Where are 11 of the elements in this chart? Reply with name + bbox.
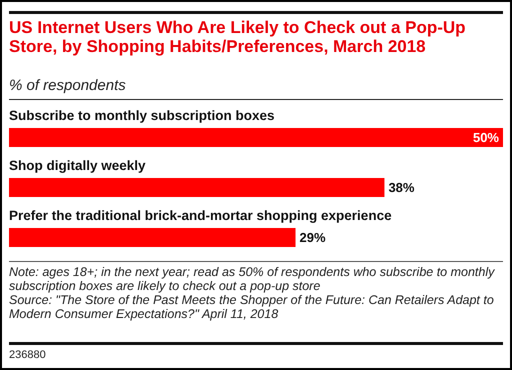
data-label: 38% [388,180,415,195]
chart-subtitle: % of respondents [9,77,126,94]
y-tick-label: Subscribe to monthly subscription boxes [9,108,275,123]
y-tick-label: Shop digitally weekly [9,158,146,173]
text: 236880 [9,349,46,361]
y-tick-label: Prefer the traditional brick-and-mortar shopping experience [9,208,392,223]
data-label: 29% [300,230,326,245]
chart-title: US Internet Users Who Are Likely to Check out a Pop-Up Store, by Shopping Habits/Preferences, March 2018 [9,18,467,56]
data-label: 50% [472,130,500,145]
text: Note: ages 18+; in the next year; read as 50% of respondents who subscribe to monthly subscription boxes are likely to check out a pop-up store [9,265,496,293]
source-note: Source: "The Store of the Past Meets the Shopper of the Future: Can Retailers Adapt to Modern Consumer Expectations?" April 11, 2018 [9,293,495,321]
